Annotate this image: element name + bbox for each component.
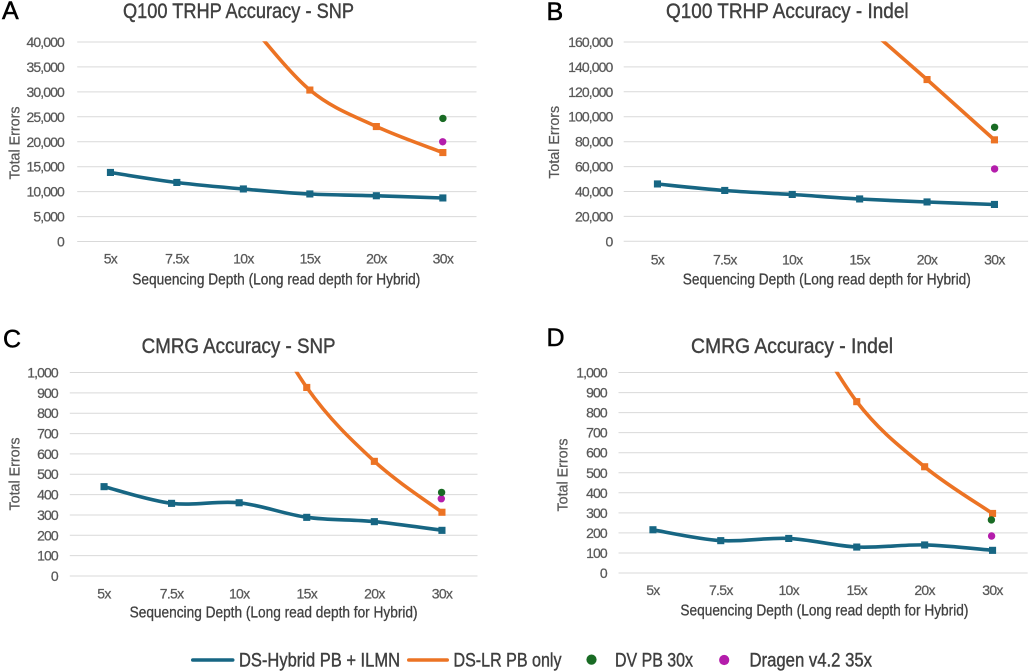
svg-text:25,000: 25,000 [26, 109, 65, 125]
svg-text:Sequencing Depth (Long read de: Sequencing Depth (Long read depth for Hy… [132, 271, 420, 288]
svg-text:5x: 5x [651, 251, 665, 267]
svg-text:0: 0 [57, 234, 65, 250]
svg-text:0: 0 [51, 568, 59, 584]
svg-text:DS-LR PB only: DS-LR PB only [454, 651, 562, 672]
svg-text:100: 100 [586, 545, 608, 561]
svg-text:0: 0 [606, 233, 614, 249]
svg-text:800: 800 [586, 405, 608, 421]
svg-text:7.5x: 7.5x [713, 251, 737, 267]
svg-text:15x: 15x [846, 582, 867, 598]
svg-text:CMRG Accuracy - SNP: CMRG Accuracy - SNP [142, 335, 336, 358]
svg-text:10x: 10x [233, 250, 254, 266]
svg-text:200: 200 [586, 525, 608, 541]
svg-text:700: 700 [37, 426, 59, 442]
svg-text:1,000: 1,000 [27, 365, 59, 381]
svg-text:500: 500 [586, 465, 608, 481]
svg-text:700: 700 [586, 425, 608, 441]
svg-text:600: 600 [586, 445, 608, 461]
svg-text:20,000: 20,000 [26, 134, 65, 150]
svg-text:20x: 20x [917, 251, 938, 267]
svg-text:100: 100 [37, 548, 59, 564]
svg-text:7.5x: 7.5x [709, 582, 733, 598]
svg-text:300: 300 [586, 505, 608, 521]
svg-text:DV PB 30x: DV PB 30x [615, 651, 693, 672]
svg-text:Sequencing Depth (Long read de: Sequencing Depth (Long read depth for Hy… [680, 602, 968, 619]
svg-text:500: 500 [37, 466, 59, 482]
svg-text:15,000: 15,000 [26, 159, 65, 175]
svg-text:300: 300 [37, 507, 59, 523]
svg-text:20x: 20x [364, 585, 385, 601]
svg-text:10x: 10x [782, 251, 803, 267]
svg-text:Sequencing Depth (Long read de: Sequencing Depth (Long read depth for Hy… [683, 271, 971, 288]
svg-text:7.5x: 7.5x [160, 585, 184, 601]
svg-text:20,000: 20,000 [575, 208, 614, 224]
svg-text:900: 900 [586, 385, 608, 401]
svg-text:30x: 30x [432, 585, 453, 601]
svg-text:5,000: 5,000 [33, 209, 65, 225]
svg-text:Total Errors: Total Errors [7, 438, 23, 511]
svg-text:40,000: 40,000 [26, 34, 65, 50]
svg-text:400: 400 [37, 487, 59, 503]
svg-text:80,000: 80,000 [575, 134, 614, 150]
svg-text:Dragen v4.2 35x: Dragen v4.2 35x [750, 651, 873, 672]
svg-text:40,000: 40,000 [575, 184, 614, 200]
svg-text:20x: 20x [914, 582, 935, 598]
svg-text:30x: 30x [433, 250, 454, 266]
svg-text:B: B [547, 0, 564, 26]
svg-text:10x: 10x [778, 582, 799, 598]
svg-text:30x: 30x [982, 582, 1003, 598]
svg-text:DS-Hybrid PB + ILMN: DS-Hybrid PB + ILMN [239, 651, 400, 672]
svg-text:5x: 5x [646, 582, 660, 598]
svg-text:Total Errors: Total Errors [547, 106, 563, 179]
svg-text:900: 900 [37, 385, 59, 401]
svg-text:140,000: 140,000 [568, 59, 613, 75]
svg-text:Q100 TRHP Accuracy - Indel: Q100 TRHP Accuracy - Indel [666, 0, 909, 23]
svg-text:60,000: 60,000 [575, 159, 614, 175]
svg-text:D: D [547, 324, 565, 352]
svg-text:15x: 15x [849, 251, 870, 267]
svg-text:1,000: 1,000 [576, 365, 608, 381]
svg-text:Q100 TRHP Accuracy - SNP: Q100 TRHP Accuracy - SNP [123, 0, 354, 23]
svg-text:C: C [3, 325, 21, 353]
svg-text:Total Errors: Total Errors [8, 107, 24, 180]
svg-text:160,000: 160,000 [568, 34, 613, 50]
svg-text:400: 400 [586, 485, 608, 501]
svg-text:35,000: 35,000 [26, 59, 65, 75]
svg-text:30,000: 30,000 [26, 84, 65, 100]
svg-text:15x: 15x [297, 585, 318, 601]
svg-text:10x: 10x [229, 585, 250, 601]
svg-text:5x: 5x [97, 585, 111, 601]
svg-text:A: A [2, 0, 19, 25]
svg-text:120,000: 120,000 [568, 84, 613, 100]
svg-text:100,000: 100,000 [568, 109, 613, 125]
svg-text:600: 600 [37, 446, 59, 462]
svg-text:15x: 15x [300, 250, 321, 266]
svg-text:5x: 5x [104, 250, 118, 266]
svg-text:20x: 20x [366, 250, 387, 266]
svg-text:10,000: 10,000 [26, 184, 65, 200]
svg-text:0: 0 [600, 565, 608, 581]
svg-text:Total Errors: Total Errors [556, 439, 572, 512]
svg-text:CMRG Accuracy - Indel: CMRG Accuracy - Indel [691, 335, 893, 358]
svg-text:30x: 30x [984, 251, 1005, 267]
svg-text:800: 800 [37, 405, 59, 421]
svg-text:200: 200 [37, 527, 59, 543]
svg-text:Sequencing Depth (Long read de: Sequencing Depth (Long read depth for Hy… [130, 605, 418, 622]
svg-text:7.5x: 7.5x [165, 250, 189, 266]
